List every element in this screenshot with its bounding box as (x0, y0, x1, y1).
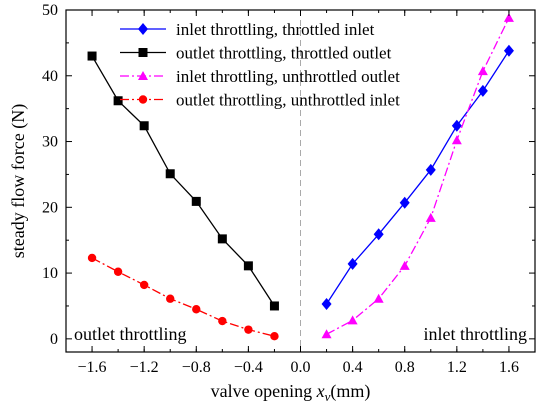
x-tick-label: −0.4 (234, 359, 263, 376)
series-layer (87, 12, 514, 341)
data-point-circle (139, 280, 149, 290)
data-point-diamond (347, 257, 358, 270)
legend-label: inlet throttling, throttled inlet (176, 20, 375, 39)
series-line (326, 50, 510, 305)
data-point-square (269, 301, 279, 311)
y-tick-label: 0 (50, 331, 58, 348)
legend-label: inlet throttling, unthrottled outlet (176, 67, 400, 86)
annotation-inlet-throttling: inlet throttling (424, 324, 528, 344)
x-tick-label: −1.2 (130, 359, 159, 376)
data-point-diamond (321, 297, 332, 310)
series-1 (321, 44, 514, 310)
x-axis-label-unit: (mm) (330, 381, 370, 402)
x-axis-label-main: valve opening (211, 381, 317, 401)
data-point-circle (192, 305, 201, 314)
series-3 (321, 12, 514, 339)
y-tick-label: 20 (42, 199, 58, 216)
data-point-circle (87, 253, 97, 263)
data-point-diamond (138, 23, 148, 35)
data-point-diamond (425, 163, 436, 176)
y-axis-label: steady flow force (N) (8, 104, 29, 258)
data-point-triangle (321, 329, 332, 339)
data-point-triangle (425, 212, 436, 222)
y-tick-label: 50 (42, 2, 58, 19)
y-tick-label: 40 (42, 68, 58, 85)
data-point-square (139, 121, 149, 131)
data-point-diamond (373, 228, 384, 241)
y-tick-label: 30 (42, 134, 58, 151)
data-point-square (217, 234, 227, 244)
x-axis-label: valve opening xv(mm) (211, 381, 371, 404)
series-line (91, 257, 275, 337)
x-tick-label: 1.2 (447, 359, 467, 376)
series-4 (87, 253, 279, 341)
data-point-triangle (399, 260, 410, 270)
ticks-layer: −1.6 −1.2 −0.8 −0.4 0.0 0.4 0.8 1.2 1.6 0 10 20 30 40… (42, 2, 536, 376)
data-point-triangle (451, 135, 462, 145)
y-tick-label: 10 (42, 265, 58, 282)
data-point-triangle (347, 315, 358, 325)
x-tick-label: 0.8 (395, 359, 415, 376)
series-line (326, 17, 510, 335)
legend-label: outlet throttling, throttled outlet (176, 44, 392, 63)
data-point-square (165, 169, 175, 179)
data-point-diamond (477, 84, 488, 97)
data-point-square (87, 51, 97, 61)
x-tick-label: 0.4 (343, 359, 363, 376)
x-axis-label-variable: x (316, 381, 325, 401)
x-tick-label: −1.6 (78, 359, 107, 376)
data-point-circle (244, 325, 253, 334)
legend: inlet throttling, throttled inlet outlet … (120, 20, 400, 110)
data-point-square (191, 196, 201, 206)
data-point-circle (113, 267, 123, 276)
data-point-triangle (138, 71, 148, 80)
data-point-triangle (503, 12, 514, 22)
x-tick-label: −0.8 (182, 359, 211, 376)
x-tick-label: 0.0 (291, 359, 311, 376)
series-2 (87, 51, 279, 311)
x-axis-label-subscript: v (325, 389, 331, 404)
annotation-outlet-throttling: outlet throttling (74, 324, 187, 344)
data-point-diamond (503, 44, 514, 57)
data-point-circle (166, 294, 175, 303)
data-point-circle (138, 95, 148, 104)
data-point-circle (218, 316, 227, 326)
data-point-circle (270, 332, 279, 341)
data-point-square (138, 48, 148, 57)
x-tick-label: 1.6 (499, 359, 519, 376)
data-point-square (113, 96, 123, 106)
legend-label: outlet throttling, unthrottled inlet (176, 91, 400, 110)
data-point-square (243, 261, 253, 271)
data-point-diamond (399, 196, 410, 209)
data-point-triangle (373, 293, 384, 303)
data-point-triangle (477, 66, 488, 76)
data-point-diamond (451, 119, 462, 132)
